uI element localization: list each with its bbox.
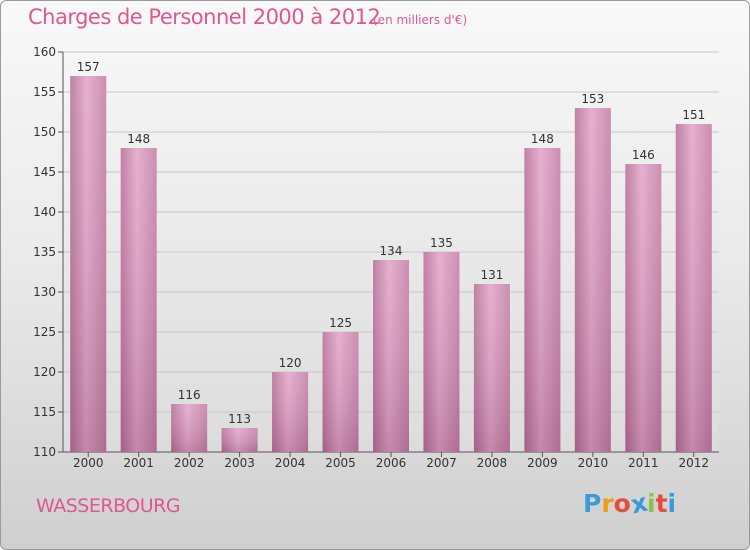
bar-shade bbox=[373, 260, 409, 452]
bar-shade bbox=[120, 148, 157, 452]
y-tick-label: 120 bbox=[33, 365, 56, 379]
y-tick-label: 130 bbox=[33, 285, 56, 299]
data-label: 116 bbox=[178, 388, 201, 402]
data-label: 131 bbox=[480, 268, 503, 282]
data-label: 146 bbox=[632, 148, 655, 162]
logo-letter: i bbox=[647, 489, 656, 518]
x-tick-label: 2006 bbox=[376, 456, 407, 470]
bar-shade bbox=[322, 332, 359, 452]
data-label: 148 bbox=[127, 132, 150, 146]
x-tick-label: 2008 bbox=[477, 456, 508, 470]
y-tick-label: 160 bbox=[33, 45, 56, 59]
x-tick-label: 2002 bbox=[174, 456, 205, 470]
x-tick-label: 2012 bbox=[678, 456, 709, 470]
data-label: 148 bbox=[531, 132, 554, 146]
bar-shade bbox=[221, 428, 258, 452]
bar-shade bbox=[574, 108, 611, 452]
data-label: 125 bbox=[329, 316, 352, 330]
logo-letter: r bbox=[601, 489, 614, 518]
data-label: 157 bbox=[77, 60, 100, 74]
y-tick-label: 110 bbox=[33, 445, 56, 459]
bar-shade bbox=[675, 124, 712, 452]
logo-letter: t bbox=[655, 489, 668, 518]
chart-subtitle: (en milliers d'€) bbox=[373, 13, 468, 27]
data-label: 120 bbox=[279, 356, 302, 370]
logo-letter: o bbox=[613, 489, 631, 518]
y-tick-label: 115 bbox=[33, 405, 56, 419]
data-label: 134 bbox=[380, 244, 403, 258]
bar-shade bbox=[625, 164, 662, 452]
bar-shade bbox=[423, 252, 460, 452]
y-tick-label: 150 bbox=[33, 125, 56, 139]
bar-shade bbox=[272, 372, 309, 452]
bar-shade bbox=[171, 404, 208, 452]
commune-name: WASSERBOURG bbox=[36, 495, 181, 517]
data-label: 153 bbox=[581, 92, 604, 106]
y-tick-label: 155 bbox=[33, 85, 56, 99]
x-tick-label: 2000 bbox=[73, 456, 104, 470]
chart-title: Charges de Personnel 2000 à 2012 bbox=[28, 5, 381, 29]
bar-shade bbox=[473, 284, 510, 452]
x-tick-label: 2004 bbox=[275, 456, 306, 470]
x-tick-label: 2001 bbox=[123, 456, 154, 470]
x-tick-label: 2011 bbox=[628, 456, 659, 470]
logo-letter: P bbox=[583, 489, 602, 518]
data-label: 113 bbox=[228, 412, 251, 426]
data-label: 151 bbox=[682, 108, 705, 122]
bar-shade bbox=[524, 148, 561, 452]
bar-shade bbox=[70, 76, 107, 452]
data-label: 135 bbox=[430, 236, 453, 250]
x-tick-label: 2005 bbox=[325, 456, 356, 470]
y-tick-label: 140 bbox=[33, 205, 56, 219]
x-tick-label: 2007 bbox=[426, 456, 457, 470]
proxiti-logo[interactable]: Proxiti bbox=[583, 488, 677, 520]
x-tick-label: 2010 bbox=[578, 456, 609, 470]
y-tick-label: 125 bbox=[33, 325, 56, 339]
logo-letter: i bbox=[667, 489, 677, 518]
x-tick-label: 2009 bbox=[527, 456, 558, 470]
y-tick-label: 135 bbox=[33, 245, 56, 259]
x-tick-label: 2003 bbox=[224, 456, 255, 470]
y-tick-label: 145 bbox=[33, 165, 56, 179]
